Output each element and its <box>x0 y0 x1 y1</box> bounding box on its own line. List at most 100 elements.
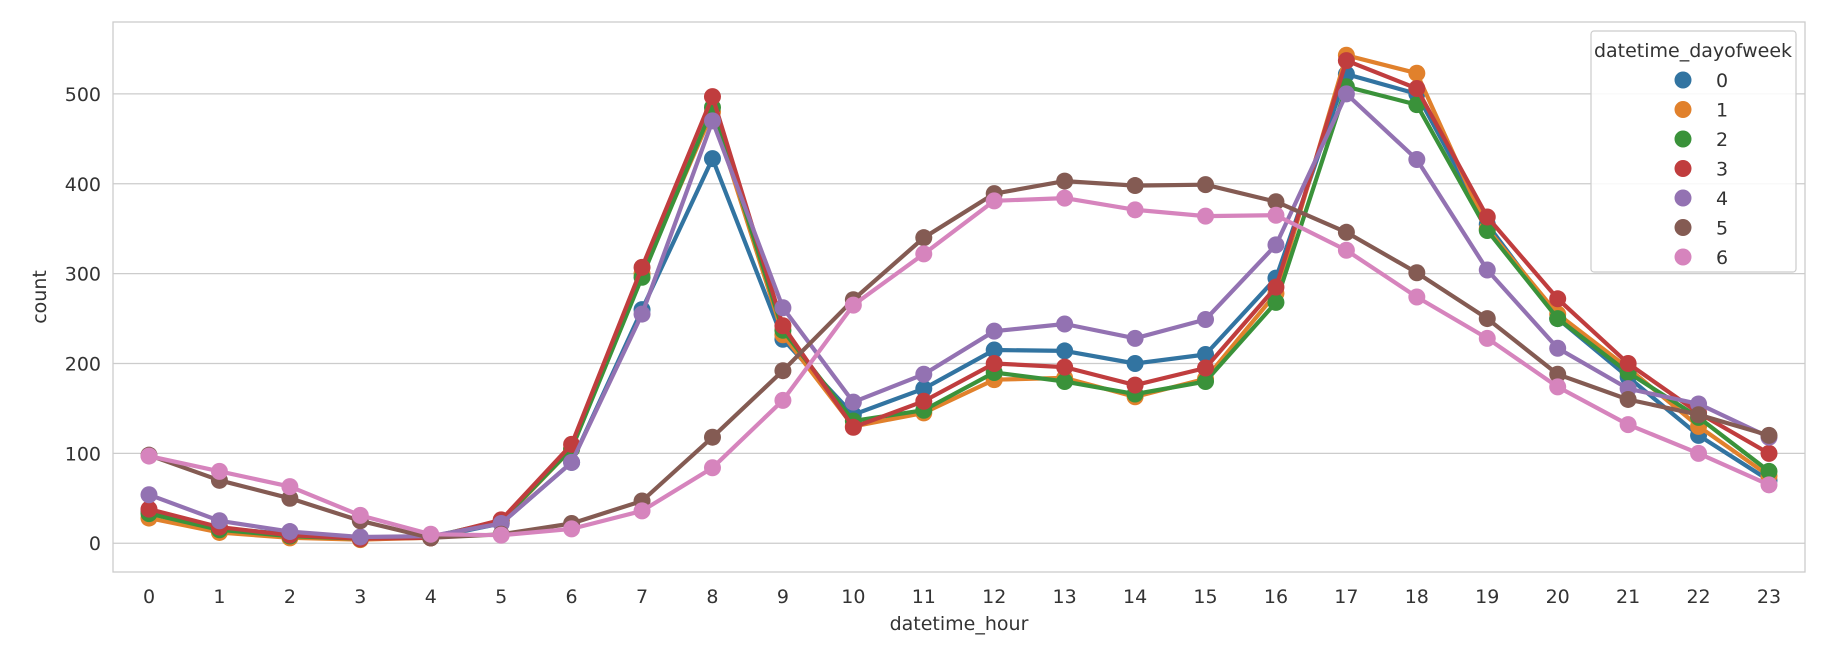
legend-label: 0 <box>1716 70 1728 92</box>
data-point <box>422 525 440 543</box>
x-tick-label: 17 <box>1334 586 1358 608</box>
data-point <box>281 523 299 541</box>
plot-frame <box>112 21 1806 573</box>
legend-title: datetime_dayofweek <box>1594 40 1792 62</box>
data-point <box>563 520 581 538</box>
data-point <box>844 418 862 436</box>
data-point <box>703 88 721 106</box>
data-point <box>985 192 1003 210</box>
data-point <box>703 459 721 477</box>
data-point <box>985 322 1003 340</box>
data-point <box>1478 261 1496 279</box>
data-point <box>1690 406 1708 424</box>
legend-marker <box>1674 248 1692 266</box>
y-tick-label: 0 <box>89 533 101 555</box>
data-point <box>1267 206 1285 224</box>
data-point <box>1549 339 1567 357</box>
data-point <box>915 392 933 410</box>
data-point <box>492 526 510 544</box>
data-point <box>1337 85 1355 103</box>
x-tick-label: 18 <box>1405 586 1429 608</box>
data-point <box>1549 365 1567 383</box>
x-tick-label: 2 <box>284 586 296 608</box>
data-point <box>915 380 933 398</box>
legend-item: 5 <box>1674 218 1728 240</box>
data-point <box>915 245 933 263</box>
legend-label: 6 <box>1716 247 1728 269</box>
legend-label: 4 <box>1716 188 1728 210</box>
legend-marker <box>1674 101 1692 118</box>
data-point <box>703 150 721 168</box>
data-point <box>1408 288 1426 306</box>
x-axis-label: datetime_hour <box>890 613 1029 635</box>
data-point <box>774 362 792 380</box>
legend: datetime_dayofweek 0 1 2 3 4 5 6 <box>1590 30 1797 273</box>
x-tick-label: 20 <box>1546 586 1570 608</box>
data-point <box>844 393 862 411</box>
data-point <box>1760 462 1778 480</box>
data-point <box>1337 52 1355 70</box>
legend-item: 2 <box>1674 129 1728 151</box>
data-point <box>140 447 158 465</box>
data-point <box>1267 293 1285 311</box>
data-point <box>1267 193 1285 211</box>
x-tick-label: 1 <box>213 586 225 608</box>
data-point <box>1197 176 1215 194</box>
data-point <box>1408 80 1426 98</box>
data-point <box>1408 64 1426 82</box>
legend-marker <box>1674 160 1692 177</box>
legend-marker <box>1674 219 1692 236</box>
data-point <box>633 502 651 520</box>
x-tick-label: 23 <box>1757 586 1781 608</box>
x-tick-label: 11 <box>912 586 936 608</box>
data-point <box>140 486 158 504</box>
data-point <box>1619 390 1637 408</box>
x-tick-label: 22 <box>1686 586 1710 608</box>
data-point <box>633 258 651 276</box>
data-point <box>915 365 933 383</box>
x-tick-label: 19 <box>1475 586 1499 608</box>
legend-item: 0 <box>1674 70 1728 92</box>
data-point <box>985 355 1003 373</box>
legend-item: 4 <box>1674 188 1728 210</box>
series-6 <box>140 189 1778 544</box>
data-point <box>1478 208 1496 226</box>
x-tick-label: 10 <box>841 586 865 608</box>
x-tick-label: 15 <box>1193 586 1217 608</box>
data-point <box>1267 236 1285 254</box>
data-point <box>1197 372 1215 390</box>
legend-items: 0 1 2 3 4 5 6 <box>1674 70 1728 269</box>
x-tick-labels: 0 1 2 3 4 5 6 7 8 9 10 11 12 13 14 15 16 17 18 19 20 21 22 23 <box>143 586 1781 608</box>
x-tick-label: 7 <box>636 586 648 608</box>
data-point <box>1619 416 1637 434</box>
x-tick-label: 14 <box>1123 586 1147 608</box>
data-point <box>1197 207 1215 225</box>
data-point <box>703 428 721 446</box>
data-point <box>210 512 228 530</box>
data-point <box>1126 201 1144 219</box>
data-point <box>351 528 369 546</box>
data-point <box>1337 223 1355 241</box>
data-point <box>1126 177 1144 195</box>
data-point <box>1197 346 1215 364</box>
data-point <box>210 462 228 480</box>
y-tick-label: 100 <box>65 443 101 465</box>
legend-marker <box>1674 71 1692 89</box>
data-point <box>1056 342 1074 360</box>
data-point <box>1408 151 1426 168</box>
legend-label: 2 <box>1716 129 1728 151</box>
gridlines <box>113 93 1805 544</box>
data-point <box>1197 359 1215 377</box>
data-point <box>140 500 158 518</box>
y-tick-label: 500 <box>65 84 101 106</box>
data-point <box>1056 315 1074 333</box>
y-axis-label: count <box>29 270 51 324</box>
data-point <box>844 296 862 314</box>
x-tick-label: 13 <box>1053 586 1077 608</box>
data-point <box>1126 355 1144 373</box>
y-tick-label: 400 <box>65 174 101 196</box>
x-tick-label: 9 <box>777 586 789 608</box>
data-point <box>1337 241 1355 259</box>
legend-marker <box>1674 189 1692 207</box>
x-tick-label: 21 <box>1616 586 1640 608</box>
